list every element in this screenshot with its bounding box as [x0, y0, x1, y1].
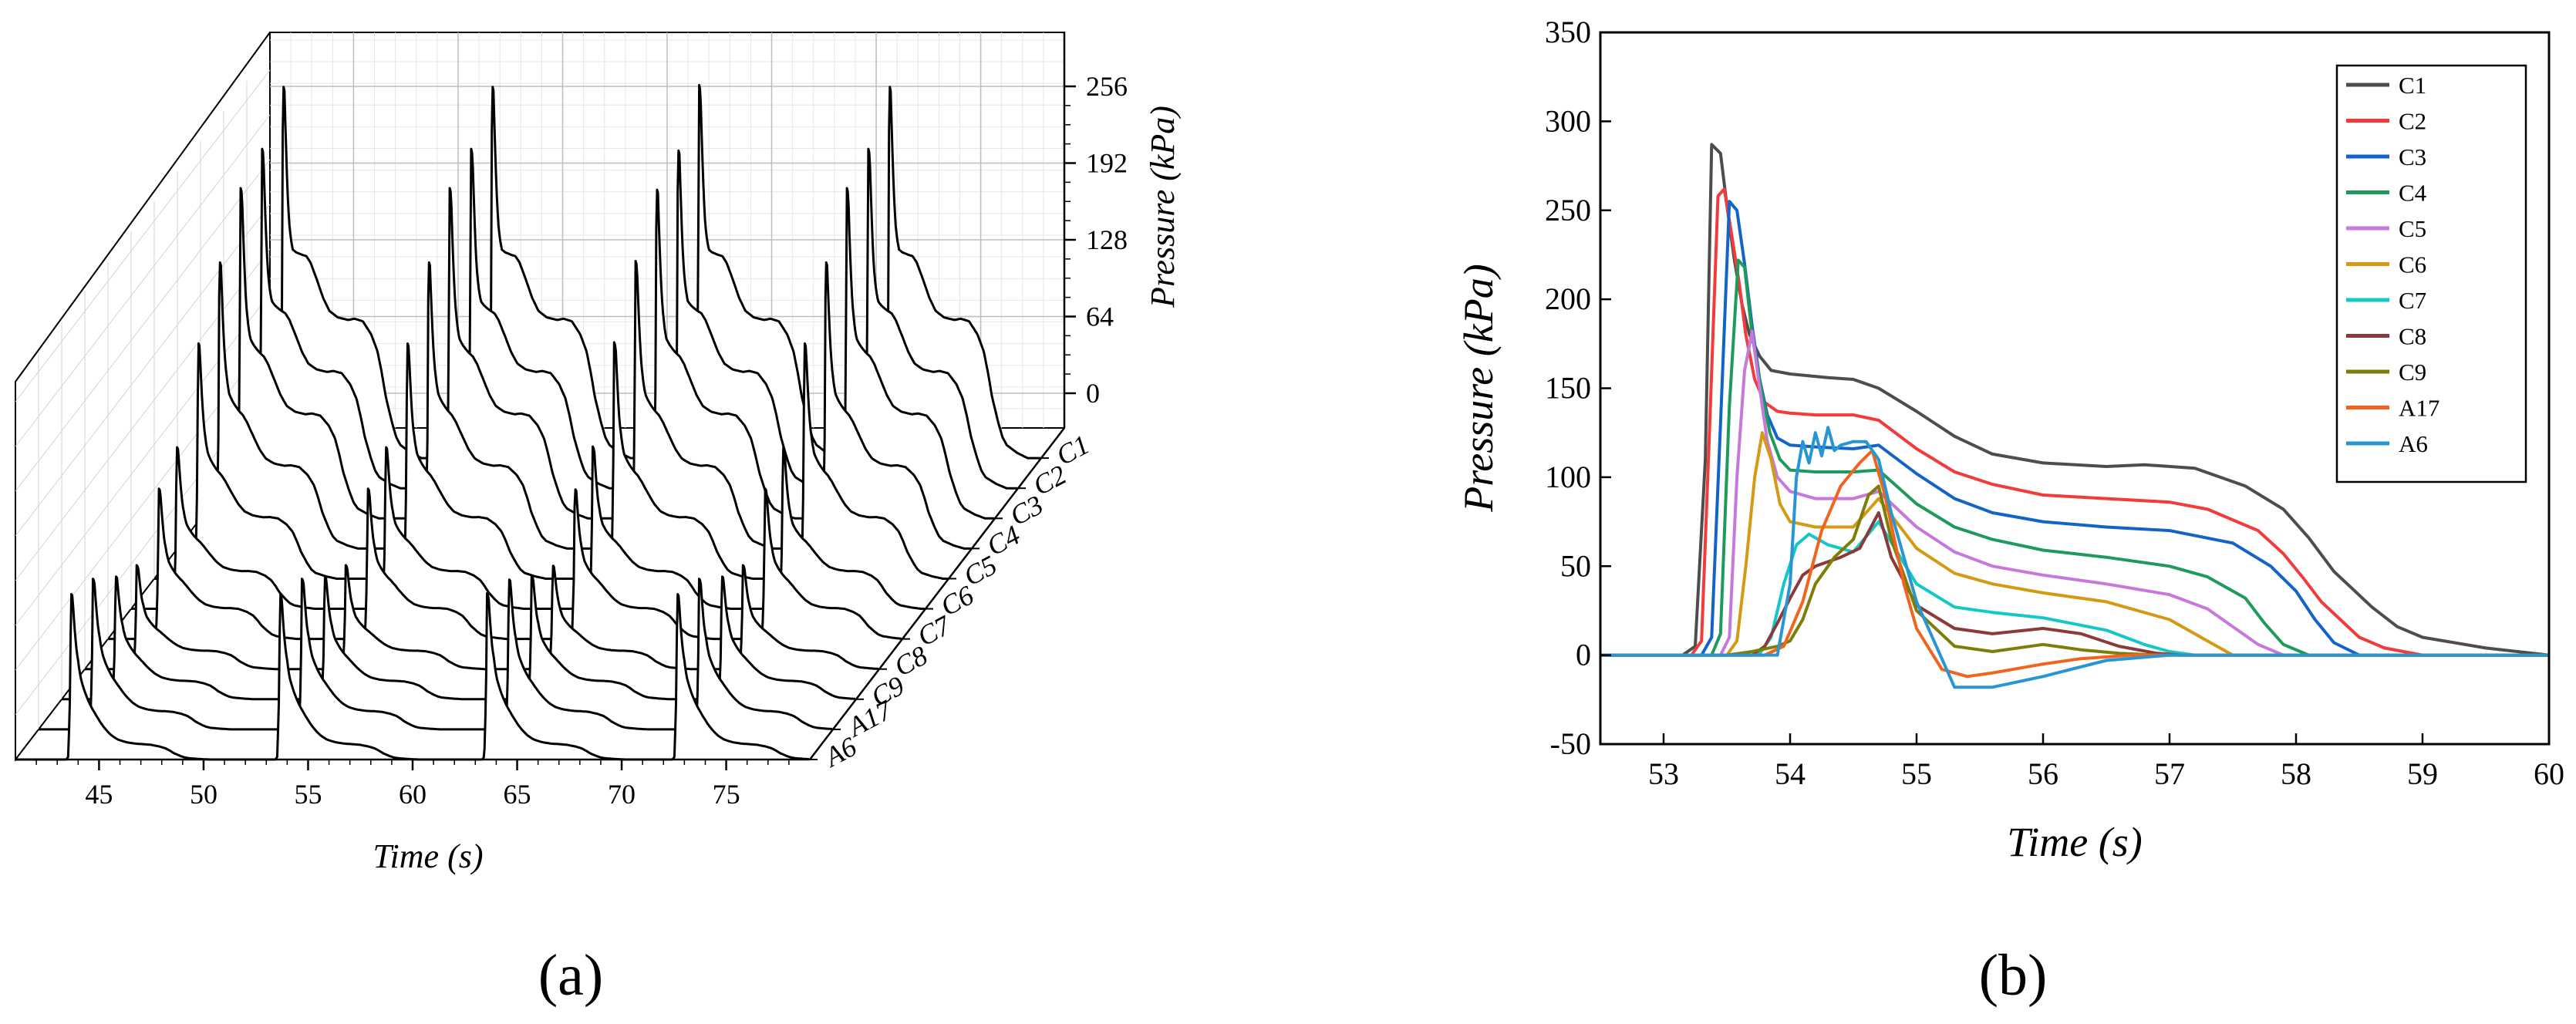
panel-a-grid-line-minor	[15, 114, 271, 447]
panel-a-curve-fill	[131, 446, 926, 609]
panel-a-z-tick-label: 128	[1086, 224, 1128, 255]
panel-a-curve-line	[38, 578, 833, 731]
panel-b-y-tick-label: 50	[1560, 548, 1591, 583]
series-line-c6	[1600, 431, 2549, 657]
panel-a-x-tick-label: 60	[399, 779, 427, 810]
panel-a-curve-fill	[62, 575, 856, 699]
panel-a-x-tick-label: 75	[713, 779, 740, 810]
panel-a-curve-a17	[38, 578, 833, 731]
panel-b-y-tick-label: 250	[1545, 193, 1591, 227]
panel-a-curve-line	[130, 445, 926, 610]
panel-a-z-tick-label: 64	[1086, 301, 1114, 332]
panel-b-x-axis-title: Time (s)	[2007, 819, 2143, 865]
panel-a-grid-line-minor	[15, 248, 271, 581]
series-line-c1	[1600, 143, 2549, 657]
panel-b-label: (b)	[1979, 943, 2048, 1008]
panel-a-curves	[15, 83, 1041, 761]
panel-a-curve-c5	[153, 341, 949, 580]
panel-a-curve-line	[153, 341, 949, 580]
series-line-c4	[1600, 258, 2549, 657]
legend-label-c3: C3	[2399, 143, 2426, 170]
panel-a-z-ticks: 0 64 128 192 256	[1064, 71, 1128, 409]
panel-a-curve-line	[107, 487, 902, 641]
panel-a-left-wall	[15, 32, 271, 762]
panel-b-y-ticks: -50 0 50 100 150 200 250 300 350	[1545, 15, 1611, 761]
series-line-c5	[1600, 329, 2549, 657]
legend-label-c1: C1	[2399, 72, 2426, 99]
panel-a-depth-axis	[809, 427, 1065, 760]
series-line-a6	[1600, 426, 2549, 689]
panel-a-x-tick-label: 70	[608, 779, 636, 810]
panel-a-x-axis-title: Time (s)	[373, 837, 484, 875]
panel-a-curve-fill	[39, 578, 833, 729]
panel-b-y-tick-label: 200	[1545, 281, 1591, 316]
panel-a-grid-line-minor	[15, 204, 271, 537]
legend-label-c6: C6	[2399, 251, 2426, 278]
series-line-c8	[1600, 511, 2549, 657]
panel-b-line-chart: 53 54 55 56 57 58 59 60 -50 0 50 100 150 200 250 300 35…	[1455, 15, 2564, 865]
panel-a-x-tick-label: 65	[504, 779, 531, 810]
panel-b-series	[1600, 143, 2549, 689]
panel-b-x-tick-label: 58	[2281, 756, 2311, 791]
panel-a-curve-fill	[85, 565, 879, 669]
panel-a-label: (a)	[538, 943, 603, 1008]
series-line-c2	[1600, 187, 2549, 657]
panel-a-grid-line-minor	[15, 69, 271, 403]
panel-a-curve-line	[61, 574, 856, 701]
panel-b-y-tick-label: 300	[1545, 103, 1591, 138]
panel-b-x-tick-label: 55	[1901, 756, 1932, 791]
legend-label-c9: C9	[2399, 359, 2426, 386]
panel-a-curve-fill	[15, 593, 810, 760]
legend-label-a6: A6	[2399, 430, 2428, 457]
panel-b-y-tick-label: -50	[1550, 726, 1591, 761]
series-line-a17	[1600, 449, 2549, 679]
panel-b-y-axis-title: Pressure (kPa)	[1455, 264, 1502, 512]
panel-b-x-tick-label: 56	[2028, 756, 2058, 791]
panel-a-curve-fill	[108, 488, 902, 639]
panel-b-y-tick-label: 0	[1576, 638, 1591, 672]
panel-a-z-tick-label: 192	[1086, 148, 1128, 179]
panel-b-x-tick-label: 57	[2154, 756, 2185, 791]
panel-a-grid-line-minor	[15, 293, 271, 626]
legend-label-c7: C7	[2399, 287, 2426, 314]
panel-a-curve-line	[84, 564, 879, 671]
panel-a-x-tick-label: 50	[190, 779, 217, 810]
panel-b-y-tick-label: 150	[1545, 371, 1591, 406]
panel-a-x-tick-label: 55	[294, 779, 322, 810]
panel-b-x-tick-label: 53	[1648, 756, 1679, 791]
panel-a-z-tick-label: 0	[1086, 378, 1100, 409]
series-line-c3	[1600, 200, 2549, 657]
legend-label-c2: C2	[2399, 108, 2426, 135]
legend-label-c8: C8	[2399, 323, 2426, 350]
panel-a-curve-fill	[154, 342, 949, 579]
panel-b-x-tick-label: 59	[2407, 756, 2438, 791]
panel-a-curve-c8	[84, 564, 879, 671]
panel-b-x-tick-label: 54	[1775, 756, 1806, 791]
panel-a-z-tick-label: 256	[1086, 71, 1128, 102]
panel-b-y-tick-label: 100	[1545, 460, 1591, 494]
panel-a-z-axis-title: Pressure (kPa)	[1144, 106, 1182, 308]
panel-a-curve-c7	[107, 487, 902, 641]
panel-b-legend: C1 C2 C3 C4 C5 C6 C7 C8 C9 A17 A6	[2335, 64, 2527, 483]
panel-a-curve-c6	[130, 445, 926, 610]
panel-a-grid-line-minor	[15, 159, 271, 492]
panel-b-x-tick-label: 60	[2534, 756, 2564, 791]
panel-a-x-tick-label: 45	[85, 779, 113, 810]
panel-a-curve-c9	[61, 574, 856, 701]
panel-b-y-tick-label: 350	[1545, 15, 1591, 49]
panel-a-x-ticks: 45 50 55 60 65 70 75	[35, 760, 790, 810]
legend-label-c4: C4	[2399, 180, 2427, 207]
legend-label-a17: A17	[2399, 395, 2439, 422]
legend-label-c5: C5	[2399, 215, 2426, 242]
panel-b-legend-box	[2335, 64, 2527, 483]
panel-b-x-ticks: 53 54 55 56 57 58 59 60	[1648, 733, 2564, 791]
